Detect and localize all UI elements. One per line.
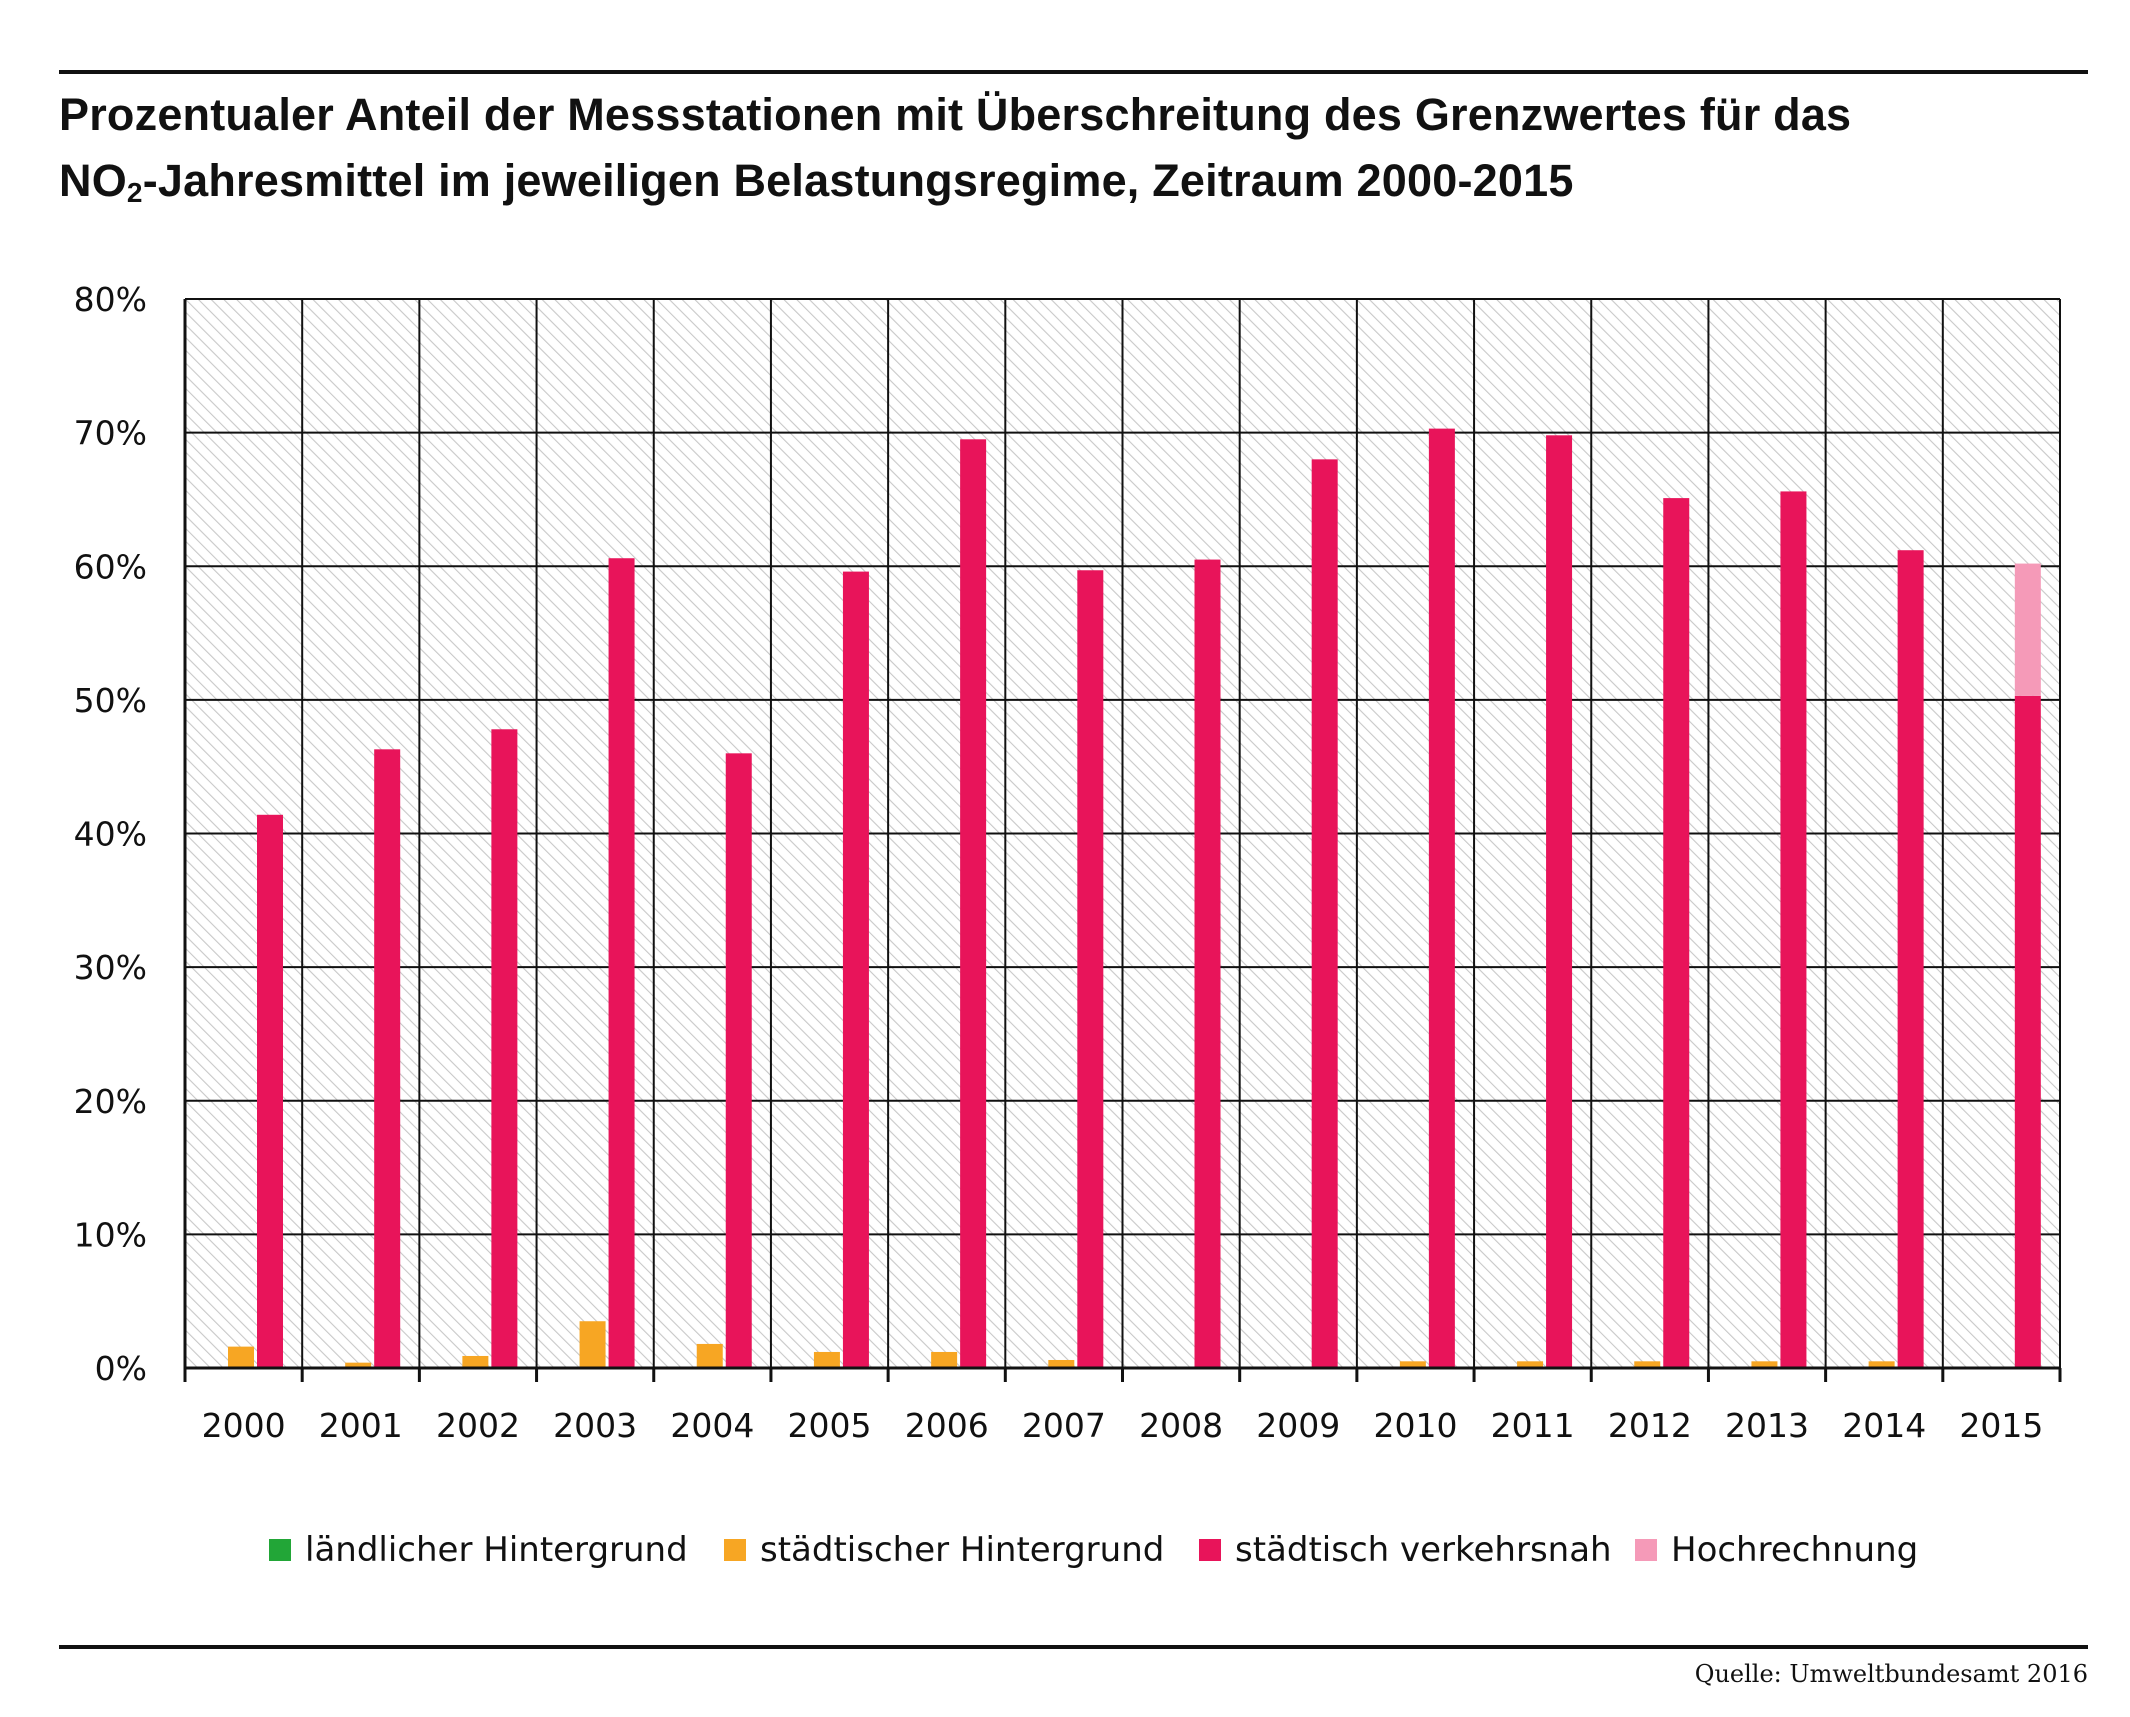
bar-staedtisch-hintergrund: [813, 1351, 840, 1368]
bar-staedtisch-hintergrund: [345, 1362, 372, 1368]
legend-swatch-laendlich: [269, 1539, 291, 1561]
bar-staedtisch-hintergrund: [1634, 1361, 1661, 1368]
legend-item-staedtisch-hintergrund: städtischer Hintergrund: [724, 1525, 1164, 1575]
bar-verkehrsnah: [257, 814, 283, 1368]
bar-staedtisch-hintergrund: [1048, 1359, 1075, 1368]
chart-title: Prozentualer Anteil der Messstationen mi…: [59, 82, 2079, 214]
bar-staedtisch-hintergrund: [462, 1355, 489, 1368]
y-tick-label: 70%: [74, 414, 147, 453]
title-line-2: NO2-Jahresmittel im jeweiligen Belastung…: [59, 148, 2079, 214]
legend-label-laendlich: ländlicher Hintergrund: [305, 1530, 688, 1570]
bar-verkehrsnah: [1546, 435, 1573, 1368]
x-tick-label: 2007: [1022, 1406, 1106, 1445]
bar-verkehrsnah: [2014, 695, 2041, 1368]
x-tick-label: 2002: [436, 1406, 520, 1445]
bar-verkehrsnah: [491, 729, 518, 1368]
bar-verkehrsnah: [1311, 459, 1338, 1369]
x-tick-label: 2001: [319, 1406, 403, 1445]
bar-verkehrsnah: [374, 749, 401, 1368]
axes: [183, 299, 2062, 1382]
y-tick-label: 80%: [74, 280, 147, 319]
grid-lines: [184, 298, 2061, 1369]
bar-staedtisch-hintergrund: [1868, 1361, 1895, 1368]
legend-swatch-verkehrsnah: [1199, 1539, 1221, 1561]
title-no: NO: [59, 155, 127, 206]
bar-verkehrsnah: [960, 439, 987, 1368]
y-tick-label: 20%: [74, 1082, 147, 1121]
y-tick-label: 30%: [74, 948, 147, 987]
bars: [228, 428, 2041, 1369]
bar-hochrechnung: [2014, 563, 2041, 696]
title-rest: -Jahresmittel im jeweiligen Belastungsre…: [142, 155, 1574, 206]
bar-verkehrsnah: [608, 558, 635, 1368]
y-tick-label: 60%: [74, 547, 147, 586]
title-line-1: Prozentualer Anteil der Messstationen mi…: [59, 89, 1852, 140]
bar-staedtisch-hintergrund: [228, 1346, 254, 1368]
x-tick-label: 2014: [1842, 1406, 1926, 1445]
bar-staedtisch-hintergrund: [931, 1351, 958, 1368]
bar-staedtisch-hintergrund: [1517, 1361, 1544, 1368]
legend-label-staedtisch-hintergrund: städtischer Hintergrund: [760, 1530, 1165, 1570]
x-tick-labels: 2000 2001 2002 2003 2004 2005 2006 2007 2008 2009…: [202, 1406, 2044, 1445]
bar-verkehrsnah: [1194, 559, 1221, 1368]
bar-verkehrsnah: [725, 753, 752, 1368]
legend-item-hochrechnung: Hochrechnung: [1635, 1525, 1918, 1575]
bar-verkehrsnah: [1897, 550, 1924, 1368]
legend-item-verkehrsnah: städtisch verkehrsnah: [1199, 1525, 1612, 1575]
x-tick-label: 2012: [1608, 1406, 1692, 1445]
x-tick-label: 2008: [1139, 1406, 1223, 1445]
y-tick-label: 10%: [74, 1215, 147, 1254]
y-tick-label: 40%: [74, 815, 147, 854]
bar-verkehrsnah: [1663, 498, 1690, 1368]
bar-staedtisch-hintergrund: [1399, 1361, 1426, 1368]
legend-swatch-hochrechnung: [1635, 1539, 1657, 1561]
bar-staedtisch-hintergrund: [579, 1321, 606, 1368]
legend-label-hochrechnung: Hochrechnung: [1671, 1530, 1919, 1570]
y-tick-labels: 0% 10% 20% 30% 40% 50% 60% 70% 80%: [74, 280, 147, 1388]
legend: ländlicher Hintergrund städtischer Hinte…: [0, 1525, 2130, 1575]
bar-verkehrsnah: [1428, 428, 1455, 1369]
bottom-rule: [59, 1645, 2088, 1649]
legend-item-laendlich: ländlicher Hintergrund: [269, 1525, 688, 1575]
x-tick-label: 2015: [1959, 1406, 2043, 1445]
title-subscript: 2: [126, 177, 143, 208]
bar-verkehrsnah: [1077, 570, 1104, 1368]
x-tick-label: 2006: [905, 1406, 989, 1445]
x-tick-label: 2005: [788, 1406, 872, 1445]
source-note: Quelle: Umweltbundesamt 2016: [1694, 1660, 2088, 1688]
x-tick-label: 2003: [553, 1406, 637, 1445]
legend-label-verkehrsnah: städtisch verkehrsnah: [1235, 1530, 1612, 1570]
legend-swatch-staedtisch-hintergrund: [724, 1539, 746, 1561]
x-tick-label: 2010: [1373, 1406, 1457, 1445]
x-tick-label: 2009: [1256, 1406, 1340, 1445]
y-tick-label: 50%: [74, 681, 147, 720]
x-tick-label: 2013: [1725, 1406, 1809, 1445]
x-tick-label: 2000: [202, 1406, 286, 1445]
x-tick-label: 2004: [670, 1406, 754, 1445]
bar-verkehrsnah: [1780, 491, 1807, 1368]
top-rule: [59, 70, 2088, 74]
bar-staedtisch-hintergrund: [696, 1343, 723, 1368]
x-tick-label: 2011: [1491, 1406, 1575, 1445]
bar-verkehrsnah: [842, 571, 869, 1368]
bar-staedtisch-hintergrund: [1751, 1361, 1778, 1368]
y-tick-label: 0%: [95, 1349, 147, 1388]
